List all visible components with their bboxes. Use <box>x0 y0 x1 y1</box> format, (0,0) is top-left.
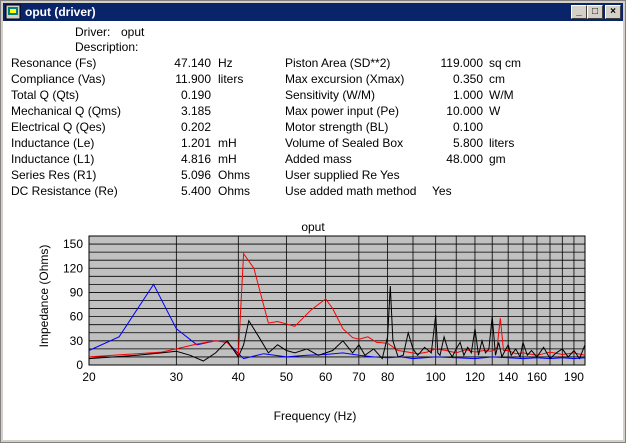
param-value: 47.140 <box>174 56 211 70</box>
param-value: 5.096 <box>180 168 211 182</box>
param-value: 0.350 <box>452 72 483 86</box>
x-tick-label: 100 <box>426 370 446 384</box>
param-unit: Ohms <box>218 184 251 198</box>
driver-label: Driver: <box>75 25 111 39</box>
x-tick-label: 80 <box>381 370 395 384</box>
param-label: Resonance (Fs) <box>11 56 97 70</box>
driver-panel: Driver: oput Description: Resonance (Fs)… <box>3 21 623 440</box>
param-unit: liters <box>489 136 515 150</box>
flag-label: User supplied Re <box>285 168 378 182</box>
flag-value: Yes <box>432 184 452 198</box>
param-unit: mH <box>218 136 237 150</box>
y-tick-label: 30 <box>70 334 84 348</box>
param-value: 0.202 <box>180 120 211 134</box>
y-axis-label: Impedance (Ohms) <box>37 245 51 348</box>
param-value: 5.400 <box>180 184 211 198</box>
param-label: Volume of Sealed Box <box>285 136 404 150</box>
param-value: 1.000 <box>452 88 483 102</box>
param-label: Electrical Q (Qes) <box>11 120 106 134</box>
series-group <box>88 252 586 362</box>
param-label: Inductance (L1) <box>11 152 95 166</box>
driver-value: oput <box>121 25 145 39</box>
chart-title: oput <box>301 220 325 234</box>
param-unit: cm <box>489 72 505 86</box>
tick-labels: 20 30 40 50 60 70 80 100 120 140 160 190 0 30 60 90 120 1… <box>63 237 584 384</box>
param-value: 5.800 <box>452 136 483 150</box>
param-value: 119.000 <box>440 56 484 70</box>
description-label: Description: <box>75 40 139 54</box>
param-value: 0.100 <box>452 120 483 134</box>
impedance-chart: oput 20 30 40 50 60 70 80 100 120 140 160 190 0 30 60 9… <box>37 220 586 423</box>
y-tick-label: 0 <box>76 358 83 372</box>
param-label: Sensitivity (W/M) <box>285 88 375 102</box>
x-tick-label: 190 <box>564 370 584 384</box>
series-line-2 <box>88 285 586 362</box>
minimize-icon: _ <box>576 6 582 17</box>
param-value: 10.000 <box>446 104 483 118</box>
param-label: Added mass <box>285 152 352 166</box>
param-label: Compliance (Vas) <box>11 72 106 86</box>
param-label: Total Q (Qts) <box>11 88 80 102</box>
x-tick-label: 20 <box>82 370 96 384</box>
y-tick-label: 90 <box>70 285 84 299</box>
x-tick-label: 120 <box>465 370 485 384</box>
x-tick-label: 40 <box>232 370 246 384</box>
param-value: 0.190 <box>180 88 211 102</box>
param-label: DC Resistance (Re) <box>11 184 118 198</box>
y-tick-label: 60 <box>70 310 84 324</box>
flag-value: Yes <box>380 168 400 182</box>
close-button[interactable]: × <box>605 5 621 19</box>
param-label: Motor strength (BL) <box>285 120 389 134</box>
param-unit: liters <box>218 72 244 86</box>
x-tick-label: 160 <box>527 370 547 384</box>
param-unit: sq cm <box>489 56 522 70</box>
param-unit: mH <box>218 152 237 166</box>
flag-label: Use added math method <box>285 184 417 198</box>
y-tick-label: 150 <box>63 237 83 251</box>
window-title: oput (driver) <box>25 5 96 19</box>
param-unit: gm <box>489 152 506 166</box>
maximize-icon: □ <box>591 6 599 17</box>
param-label: Series Res (R1) <box>11 168 97 182</box>
maximize-button[interactable]: □ <box>587 5 603 19</box>
x-tick-label: 30 <box>170 370 184 384</box>
minimize-button[interactable]: _ <box>571 5 587 19</box>
x-axis-label: Frequency (Hz) <box>274 409 357 423</box>
param-unit: Hz <box>218 56 233 70</box>
param-label: Max power input (Pe) <box>285 104 400 118</box>
x-tick-label: 70 <box>352 370 366 384</box>
param-unit: Ohms <box>218 168 251 182</box>
x-tick-label: 140 <box>498 370 518 384</box>
param-label: Max excursion (Xmax) <box>285 72 405 86</box>
app-icon[interactable] <box>5 4 21 20</box>
param-label: Mechanical Q (Qms) <box>11 104 122 118</box>
x-tick-label: 60 <box>319 370 333 384</box>
param-value: 11.900 <box>175 72 211 86</box>
series-line-1 <box>88 252 586 358</box>
y-tick-label: 120 <box>63 261 83 275</box>
title-bar[interactable]: oput (driver) _ □ × <box>3 3 623 21</box>
param-value: 4.816 <box>180 152 211 166</box>
close-icon: × <box>610 6 616 17</box>
param-unit: W <box>489 104 501 118</box>
param-value: 1.201 <box>180 136 211 150</box>
param-value: 48.000 <box>446 152 483 166</box>
param-label: Inductance (Le) <box>11 136 95 150</box>
x-tick-label: 50 <box>280 370 294 384</box>
param-value: 3.185 <box>180 104 211 118</box>
param-unit: W/M <box>489 88 514 102</box>
param-label: Piston Area (SD**2) <box>285 56 391 70</box>
